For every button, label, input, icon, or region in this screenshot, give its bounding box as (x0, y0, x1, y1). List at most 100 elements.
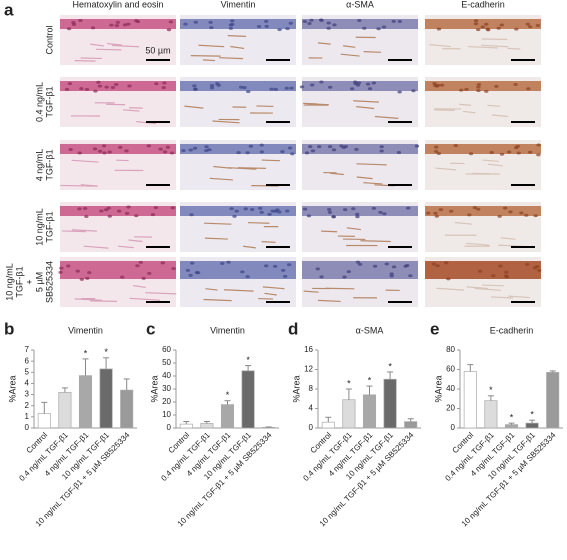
epithelium (302, 144, 418, 154)
stroma-fiber (491, 296, 514, 299)
nucleus (289, 86, 294, 90)
y-tick-label: 80 (446, 345, 455, 354)
nucleus (349, 87, 355, 91)
nucleus (307, 145, 313, 149)
bar (342, 399, 356, 429)
column-header: α-SMA (346, 0, 374, 9)
epithelium (180, 144, 296, 154)
nucleus (536, 153, 541, 157)
epithelium (180, 81, 296, 91)
stroma-fiber (262, 286, 285, 290)
stroma-fiber (317, 42, 331, 45)
nucleus (161, 86, 166, 90)
stroma-fiber (340, 53, 360, 57)
nucleus (467, 213, 472, 217)
column-header: Vimentin (221, 0, 256, 9)
epithelium (425, 261, 541, 279)
nucleus (245, 275, 250, 279)
nucleus (397, 19, 403, 23)
stroma-fiber (83, 245, 109, 249)
epithelium (425, 206, 541, 216)
nucleus (122, 23, 128, 27)
stroma-fiber (203, 298, 232, 302)
nucleus (236, 151, 241, 155)
nucleus (109, 23, 114, 27)
nucleus (414, 144, 420, 148)
nucleus (79, 277, 85, 281)
y-axis-label: %Area (149, 375, 159, 402)
nucleus (371, 206, 377, 210)
y-axis-label: %Area (433, 375, 443, 402)
panel-letter: e (430, 319, 439, 338)
y-tick-label: 10 (162, 410, 171, 419)
nucleus (204, 145, 209, 149)
nucleus (515, 144, 520, 148)
nucleus (114, 83, 119, 87)
nucleus (169, 151, 175, 155)
nucleus (138, 260, 143, 264)
nucleus (497, 214, 502, 218)
nucleus (494, 84, 499, 88)
nucleus (183, 22, 188, 26)
nucleus (432, 81, 437, 85)
nucleus (503, 274, 509, 278)
nucleus (475, 28, 481, 32)
nucleus (299, 85, 305, 89)
nucleus (435, 264, 440, 268)
stroma-fiber (71, 159, 99, 163)
nucleus (168, 20, 174, 24)
nucleus (525, 22, 530, 26)
nucleus (229, 207, 234, 211)
stroma-fiber (184, 105, 204, 109)
epithelium (425, 144, 541, 154)
nucleus (228, 26, 234, 30)
y-tick-label: 1 (25, 412, 30, 421)
bar (463, 371, 477, 429)
nucleus (436, 151, 442, 155)
stroma-fiber (145, 292, 177, 295)
stroma-fiber (466, 286, 489, 290)
stroma-fiber (96, 48, 122, 51)
column-header: Hematoxylin and eosin (72, 0, 163, 9)
bar (525, 422, 539, 429)
stroma-fiber (356, 176, 373, 180)
nucleus (209, 86, 215, 90)
stroma-fiber (209, 177, 233, 181)
stroma-fiber (111, 44, 140, 48)
nucleus (190, 261, 195, 265)
stroma-fiber (463, 110, 476, 114)
nucleus (468, 152, 474, 156)
nucleus (403, 264, 408, 268)
epithelium (302, 261, 418, 279)
nucleus (480, 25, 485, 29)
stroma-fiber (343, 45, 356, 48)
nucleus (532, 266, 538, 270)
nucleus (263, 264, 269, 268)
nucleus (315, 267, 320, 271)
y-tick-label: 2 (25, 401, 30, 410)
nucleus (263, 19, 269, 23)
nucleus (476, 85, 481, 89)
epithelium (60, 261, 176, 279)
nucleus (90, 26, 96, 30)
nucleus (82, 206, 88, 210)
nucleus (102, 151, 107, 155)
nucleus (264, 24, 269, 28)
stroma-fiber (356, 163, 387, 166)
significance-star: * (347, 378, 351, 388)
stroma-fiber (261, 241, 276, 243)
nucleus (379, 149, 384, 153)
nucleus (135, 264, 140, 268)
nucleus (391, 19, 396, 23)
bar (220, 404, 235, 429)
stroma-fiber (261, 159, 281, 162)
stroma-fiber (482, 284, 504, 287)
y-tick-label: 5 (25, 367, 30, 376)
stroma-fiber (481, 44, 509, 48)
nucleus (238, 85, 244, 89)
bar (383, 378, 397, 429)
nucleus (382, 212, 387, 216)
y-tick-label: 0 (451, 423, 456, 432)
y-axis-label: %Area (291, 375, 301, 402)
